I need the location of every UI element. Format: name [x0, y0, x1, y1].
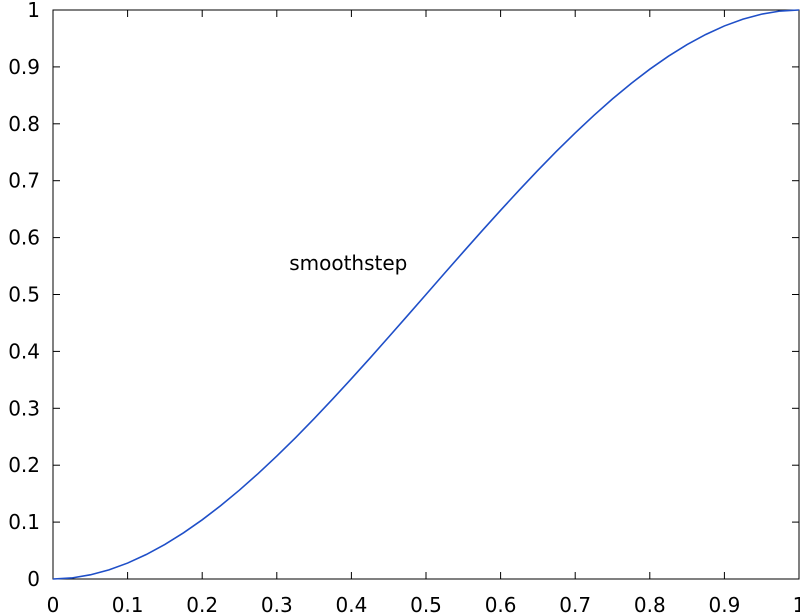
y-tick-label: 0.1	[8, 510, 40, 534]
y-tick-label: 0	[27, 567, 40, 591]
y-tick-labels: 0 0.1 0.2 0.3 0.4 0.5 0.6 0.7 0.8 0.9 1	[8, 0, 40, 591]
y-tick-label: 0.7	[8, 169, 40, 193]
y-tick-label: 0.4	[8, 339, 40, 363]
y-tick-label: 0.5	[8, 283, 40, 307]
x-tick-labels: 0 0.1 0.2 0.3 0.4 0.5 0.6 0.7 0.8 0.9 1	[47, 593, 800, 616]
annotation-label: smoothstep	[289, 251, 407, 275]
x-tick-label: 0.9	[708, 593, 740, 616]
x-tick-label: 0.1	[112, 593, 144, 616]
x-tick-label: 1	[793, 593, 800, 616]
annotations: smoothstep	[289, 251, 407, 275]
x-tick-label: 0.3	[261, 593, 293, 616]
x-tick-label: 0.7	[559, 593, 591, 616]
x-tick-label: 0.5	[410, 593, 442, 616]
y-tick-label: 0.9	[8, 55, 40, 79]
y-tick-label: 0.6	[8, 226, 40, 250]
y-tick-label: 1	[27, 0, 40, 22]
x-tick-label: 0.4	[335, 593, 367, 616]
y-tick-label: 0.2	[8, 453, 40, 477]
x-tick-label: 0.2	[186, 593, 218, 616]
x-tick-label: 0	[47, 593, 60, 616]
y-tick-label: 0.8	[8, 112, 40, 136]
y-tick-label: 0.3	[8, 396, 40, 420]
smoothstep-curve	[52, 9, 800, 580]
x-tick-label: 0.6	[485, 593, 517, 616]
tick-marks	[52, 9, 800, 580]
x-tick-label: 0.8	[634, 593, 666, 616]
